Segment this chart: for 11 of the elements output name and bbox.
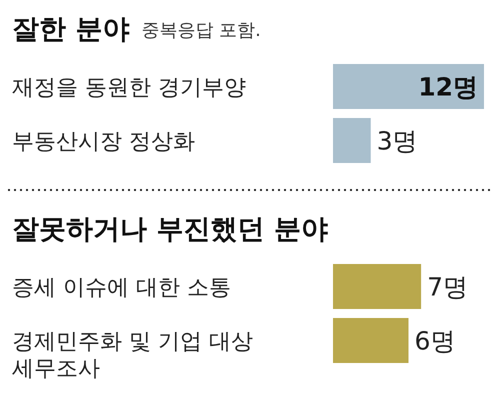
data-label: 6명 <box>414 326 456 356</box>
chart-title: 잘못하거나 부진했던 분야 <box>12 214 328 245</box>
text: 잘한 분야 <box>12 14 130 45</box>
y-tick-label: 경제민주화 및 기업 대상 세무조사 <box>12 330 253 382</box>
y-tick-label: 부동산시장 정상화 <box>12 130 195 154</box>
y-tick-label: 재정을 동원한 경기부양 <box>12 76 246 100</box>
y-tick-label: 증세 이슈에 대한 소통 <box>12 276 231 300</box>
chart-subtitle: 중복응답 포함. <box>141 20 261 41</box>
data-label: 12명 <box>418 72 478 102</box>
data-label: 3명 <box>376 126 418 156</box>
data-label: 7명 <box>427 272 468 302</box>
